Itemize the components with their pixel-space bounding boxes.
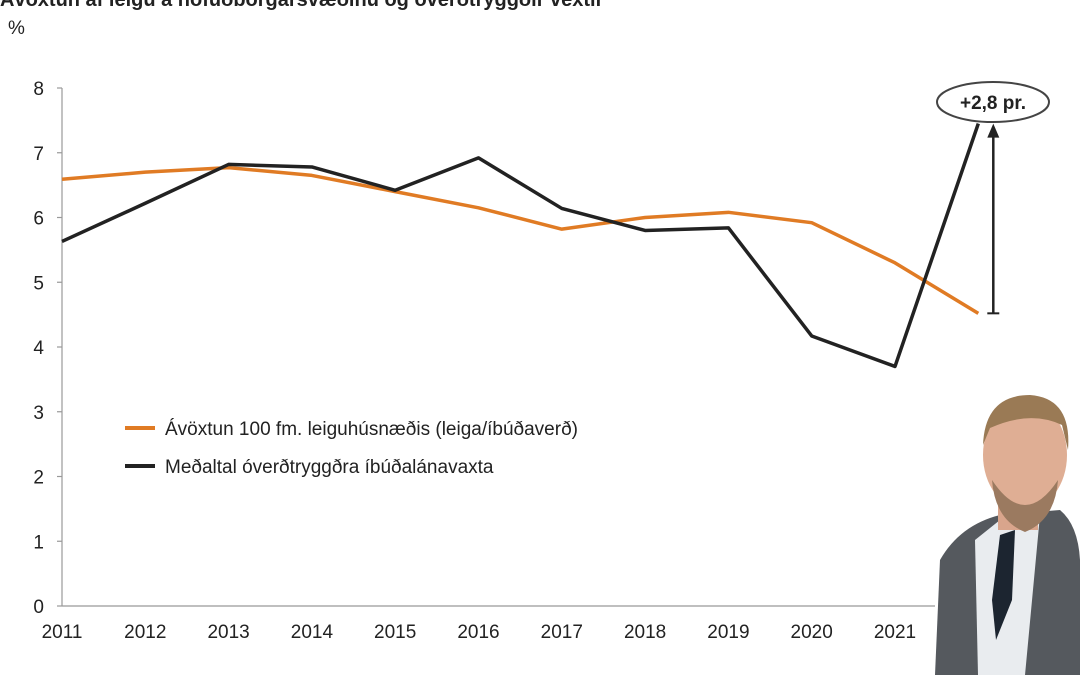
y-tick-label: 2 [33,468,44,489]
annotation-arrowhead [987,123,1000,138]
x-tick-label: 2019 [707,622,749,643]
y-tick-label: 3 [33,403,44,424]
x-tick-label: 2018 [624,622,666,643]
x-tick-label: 2011 [42,622,83,643]
y-tick-label: 6 [33,209,44,230]
portrait-photo [935,390,1080,675]
x-tick-label: 2012 [124,622,166,643]
x-tick-label: 2013 [207,622,249,643]
x-tick-label: 2021 [874,622,916,643]
x-tick-label: 2015 [374,622,416,643]
y-axis-label: % [8,18,25,39]
series-line [61,123,980,369]
annotation: +2,8 pr. [960,93,1026,114]
y-tick-label: 4 [33,338,44,359]
y-tick-label: 7 [33,144,44,165]
y-tick-label: 8 [33,79,44,100]
y-tick-label: 1 [33,532,44,553]
annotation-ellipse [936,81,1050,123]
legend-label: Ávöxtun 100 fm. leiguhúsnæðis (leiga/íbú… [165,419,578,440]
y-tick-label: 5 [33,273,44,294]
x-tick-label: 2014 [291,622,334,643]
chart-title: Ávöxtun af leigu á höfuðborgarsvæðinu og… [0,0,604,11]
y-tick-label: 0 [33,597,44,618]
series-line [61,165,980,315]
legend-label: Meðaltal óverðtryggðra íbúðalánavaxta [165,457,494,478]
x-tick-label: 2020 [791,622,833,643]
x-tick-label: 2016 [457,622,499,643]
x-tick-label: 2017 [541,622,583,643]
